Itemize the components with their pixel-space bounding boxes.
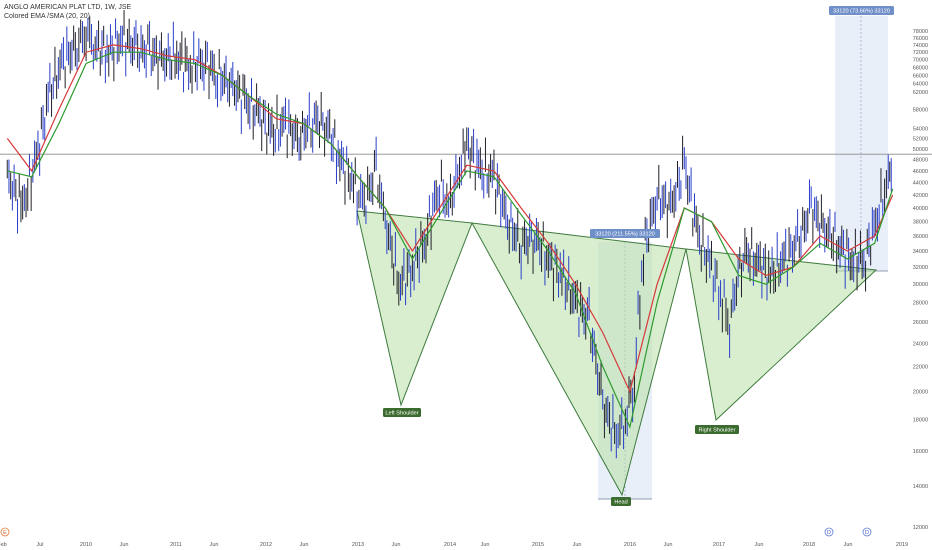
y-tick-label: 52000 [913, 136, 928, 142]
x-tick-label: Jun [120, 542, 129, 548]
symbol-title[interactable]: ANGLO AMERICAN PLAT LTD, 1W, JSE [4, 4, 132, 11]
x-tick-label: 2013 [352, 542, 364, 548]
x-tick-label: 2015 [532, 542, 544, 548]
y-tick-label: 54000 [913, 126, 928, 132]
y-tick-label: 18000 [913, 418, 928, 424]
right-shoulder-label: Right Shoulder [698, 428, 735, 434]
earnings-marker: E [3, 530, 7, 536]
x-tick-label: Jun [392, 542, 401, 548]
y-tick-label: 50000 [913, 147, 928, 153]
y-tick-label: 62000 [913, 90, 928, 96]
x-tick-label: Jun [481, 542, 490, 548]
y-tick-label: 46000 [913, 169, 928, 175]
x-tick-label: Jun [755, 542, 764, 548]
y-tick-label: 42000 [913, 193, 928, 199]
head-label-bg [611, 497, 631, 506]
price-bars [6, 10, 892, 459]
y-tick-label: 36000 [913, 234, 928, 240]
y-tick-label: 26000 [913, 320, 928, 326]
y-tick-label: 72000 [913, 50, 928, 56]
x-tick-label: 2014 [444, 542, 456, 548]
y-tick-label: 12000 [913, 525, 928, 531]
y-tick-label: 40000 [913, 206, 928, 212]
y-tick-label: 64000 [913, 81, 928, 87]
measure-label-center-bg [590, 229, 660, 238]
chart-legend: ANGLO AMERICAN PLAT LTD, 1W, JSE Colored… [4, 3, 131, 21]
x-tick-label: 2016 [624, 542, 636, 548]
dividend-marker-2-circle [862, 527, 872, 537]
dividend-marker-1-circle [824, 527, 834, 537]
x-tick-label: Jun [210, 542, 219, 548]
y-tick-label: 76000 [913, 36, 928, 42]
y-tick-label: 20000 [913, 390, 928, 396]
y-tick-label: 28000 [913, 300, 928, 306]
x-tick-label: Jun [573, 542, 582, 548]
y-tick-label: 44000 [913, 181, 928, 187]
y-tick-label: 66000 [913, 73, 928, 79]
x-tick-label: Jul [36, 542, 43, 548]
x-tick-label: 2018 [803, 542, 815, 548]
y-tick-label: 24000 [913, 341, 928, 347]
x-tick-label: Jun [844, 542, 853, 548]
price-axis-ticks: 12000 14000 16000 18000 20000 22000 24000 26000… [913, 29, 928, 531]
x-tick-label: 2017 [713, 542, 725, 548]
y-tick-label: 32000 [913, 265, 928, 271]
annotation-labels: 33120 (73.66%) 33120 33120 (211.55%) 3312… [0, 6, 894, 537]
x-tick-label: 2011 [170, 542, 182, 548]
y-tick-label: 16000 [913, 449, 928, 455]
y-tick-label: 68000 [913, 65, 928, 71]
ema-line [6, 44, 894, 394]
x-tick-label: 2019 [896, 542, 908, 548]
y-tick-label: 58000 [913, 108, 928, 114]
earnings-marker-circle [0, 527, 10, 537]
y-tick-label: 78000 [913, 29, 928, 35]
left-shoulder-label: Left Shoulder [385, 411, 418, 417]
indicator-title[interactable]: Colored EMA /SMA (20, 20) [4, 13, 90, 20]
left-shoulder-label-bg [383, 408, 421, 417]
head-label: Head [614, 500, 627, 506]
head-triangle [471, 222, 687, 497]
y-tick-label: 34000 [913, 249, 928, 255]
moving-averages [6, 44, 894, 429]
y-tick-label: 14000 [913, 484, 928, 490]
x-tick-label: Jun [300, 542, 309, 548]
measure-label-center: 33120 (211.55%) 33120 [595, 232, 655, 238]
measure-label-right: 33120 (73.66%) 33120 [833, 9, 890, 15]
right-shoulder-label-bg [695, 425, 739, 434]
time-axis: Feb Jul 2010 Jun 2011 Jun 2012 Jun 2013 Jun 2014 Ju… [0, 542, 908, 548]
left-shoulder-triangle [356, 210, 473, 407]
y-tick-label: 48000 [913, 158, 928, 164]
sma-line [7, 51, 894, 429]
x-tick-label: 2012 [260, 542, 272, 548]
x-tick-label: 2010 [80, 542, 92, 548]
y-tick-label: 74000 [913, 43, 928, 49]
y-tick-label: 70000 [913, 58, 928, 64]
x-tick-label: Feb [0, 542, 7, 548]
dividend-marker-2: D [865, 530, 869, 536]
y-tick-label: 30000 [913, 282, 928, 288]
x-tick-label: Jun [664, 542, 673, 548]
y-tick-label: 22000 [913, 364, 928, 370]
dividend-marker-1: D [827, 530, 831, 536]
measure-label-right-bg [829, 6, 894, 15]
y-tick-label: 38000 [913, 220, 928, 226]
measure-range-right [835, 16, 888, 271]
